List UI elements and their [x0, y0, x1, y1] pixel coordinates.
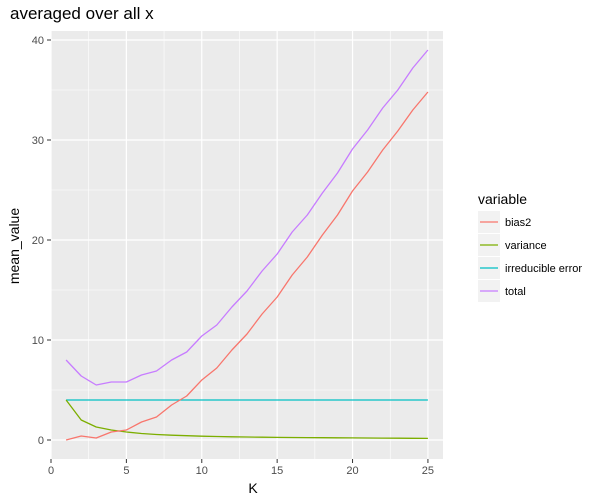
x-tick-label: 20 [346, 465, 358, 477]
minor-gridlines [51, 31, 443, 459]
x-axis: 0 5 10 15 20 25 [48, 459, 434, 477]
y-axis-title: mean_value [6, 208, 22, 284]
major-gridlines [50, 31, 443, 459]
x-tick-label: 5 [123, 465, 129, 477]
chart-title: averaged over all x [10, 4, 154, 23]
legend-label: irreducible error [505, 263, 582, 275]
legend-label: total [505, 286, 526, 298]
y-tick-label: 20 [32, 235, 44, 247]
legend-label: bias2 [505, 217, 531, 229]
y-tick-label: 10 [32, 335, 44, 347]
y-tick-label: 0 [38, 435, 44, 447]
x-tick-label: 10 [196, 465, 208, 477]
legend: variable bias2 variance irreducible error t… [478, 191, 582, 302]
series-lines [65, 49, 429, 441]
x-tick-label: 0 [48, 465, 54, 477]
x-tick-label: 15 [271, 465, 283, 477]
plot-panel [51, 31, 443, 459]
x-tick-label: 25 [422, 465, 434, 477]
series-line-total [65, 49, 429, 386]
y-tick-label: 30 [32, 135, 44, 147]
series-line-variance [65, 399, 428, 440]
y-tick-label: 40 [32, 35, 44, 47]
series-line-bias2 [65, 91, 429, 441]
x-axis-title: K [248, 480, 258, 496]
legend-label: variance [505, 240, 547, 252]
legend-title: variable [478, 191, 527, 207]
y-axis: 0 10 20 30 40 [32, 35, 51, 447]
